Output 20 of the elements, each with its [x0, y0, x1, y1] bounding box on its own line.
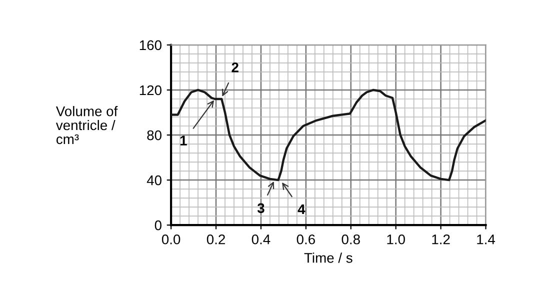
line-series [171, 88, 486, 182]
x-tick-label: 0.8 [342, 234, 360, 244]
x-tick-label: 1.4 [477, 234, 496, 244]
y-tick-label: 80 [147, 130, 162, 140]
x-tick-label: 0.4 [252, 234, 270, 244]
x-axis-title: Time / s [304, 252, 352, 263]
annotation: 3 [257, 203, 264, 214]
x-tick-label: 0.0 [162, 234, 180, 244]
annotation: 4 [298, 204, 306, 214]
x-tick-label: 0.6 [296, 234, 315, 244]
y-tick-label: 40 [146, 175, 162, 186]
x-tick-label: 0.2 [206, 234, 225, 244]
y-tick-label: 120 [140, 85, 162, 96]
y-axis-title: Volume of ventricle / cm³ [56, 106, 118, 144]
x-tick-label: 1.0 [387, 234, 405, 244]
y-tick-label: 0 [154, 220, 162, 230]
annotation: 2 [232, 62, 238, 72]
annotation: 1 [180, 136, 187, 146]
x-tick-label: 1.2 [432, 234, 450, 244]
y-tick-label: 160 [140, 40, 162, 50]
